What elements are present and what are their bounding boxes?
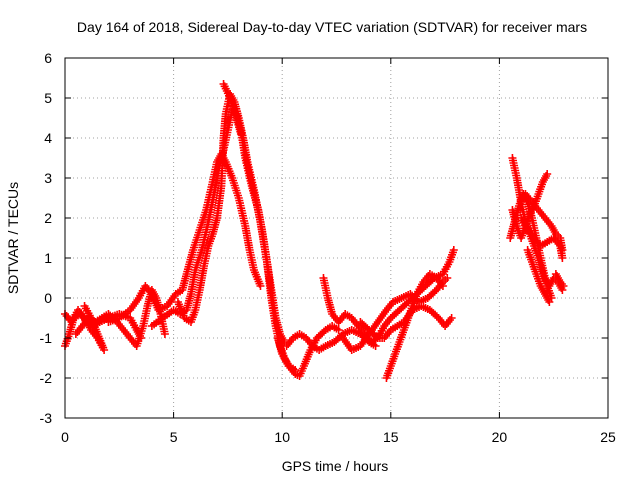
series-arc-6 bbox=[173, 90, 300, 374]
series-arc-5 bbox=[147, 106, 289, 346]
y-tick-label: 4 bbox=[44, 130, 52, 146]
x-tick-label: 5 bbox=[170, 429, 178, 445]
plot-frame bbox=[64, 57, 609, 419]
series-arc-7 bbox=[219, 80, 245, 138]
data-point bbox=[558, 246, 567, 254]
data-point bbox=[447, 314, 456, 322]
series-arc-20 bbox=[551, 270, 568, 290]
y-tick-label: 6 bbox=[44, 50, 52, 66]
axes: 0 5 10 15 20 25 -3 -2 -1 0 1 2 3 4 5 6 bbox=[40, 50, 616, 445]
x-tick-label: 10 bbox=[274, 429, 290, 445]
y-tick-label: 1 bbox=[44, 250, 52, 266]
y-tick-label: -2 bbox=[40, 370, 53, 386]
x-tick-label: 15 bbox=[383, 429, 399, 445]
series-arc-19 bbox=[523, 246, 554, 306]
grid bbox=[65, 58, 608, 418]
data-point bbox=[443, 274, 452, 282]
x-tick-label: 25 bbox=[600, 429, 616, 445]
data-markers bbox=[61, 80, 568, 382]
series-arc-4 bbox=[104, 150, 265, 326]
x-tick-label: 0 bbox=[61, 429, 69, 445]
data-point bbox=[160, 330, 169, 338]
y-tick-label: 5 bbox=[44, 90, 52, 106]
data-point bbox=[80, 302, 89, 310]
series-arc-18 bbox=[521, 190, 567, 254]
y-tick-label: -3 bbox=[40, 410, 53, 426]
data-point bbox=[545, 298, 554, 306]
y-tick-label: -1 bbox=[40, 330, 53, 346]
chart-title: Day 164 of 2018, Sidereal Day-to-day VTE… bbox=[77, 19, 587, 35]
y-tick-label: 3 bbox=[44, 170, 52, 186]
data-point bbox=[543, 170, 552, 178]
data-point bbox=[558, 254, 567, 262]
series-arc-13 bbox=[382, 270, 447, 382]
series-arc-10 bbox=[319, 246, 458, 346]
data-point bbox=[449, 246, 458, 254]
series-arc-9 bbox=[282, 326, 380, 354]
data-point bbox=[559, 282, 568, 290]
data-point bbox=[256, 282, 265, 290]
data-point bbox=[236, 130, 245, 138]
y-axis-title: SDTVAR / TECUs bbox=[5, 182, 21, 294]
y-tick-label: 0 bbox=[44, 290, 52, 306]
y-tick-label: 2 bbox=[44, 210, 52, 226]
data-point bbox=[372, 332, 381, 341]
data-point bbox=[334, 326, 343, 334]
x-tick-label: 20 bbox=[492, 429, 508, 445]
data-point bbox=[438, 282, 447, 290]
series-arc-8 bbox=[273, 322, 343, 380]
x-axis-title: GPS time / hours bbox=[282, 458, 389, 474]
